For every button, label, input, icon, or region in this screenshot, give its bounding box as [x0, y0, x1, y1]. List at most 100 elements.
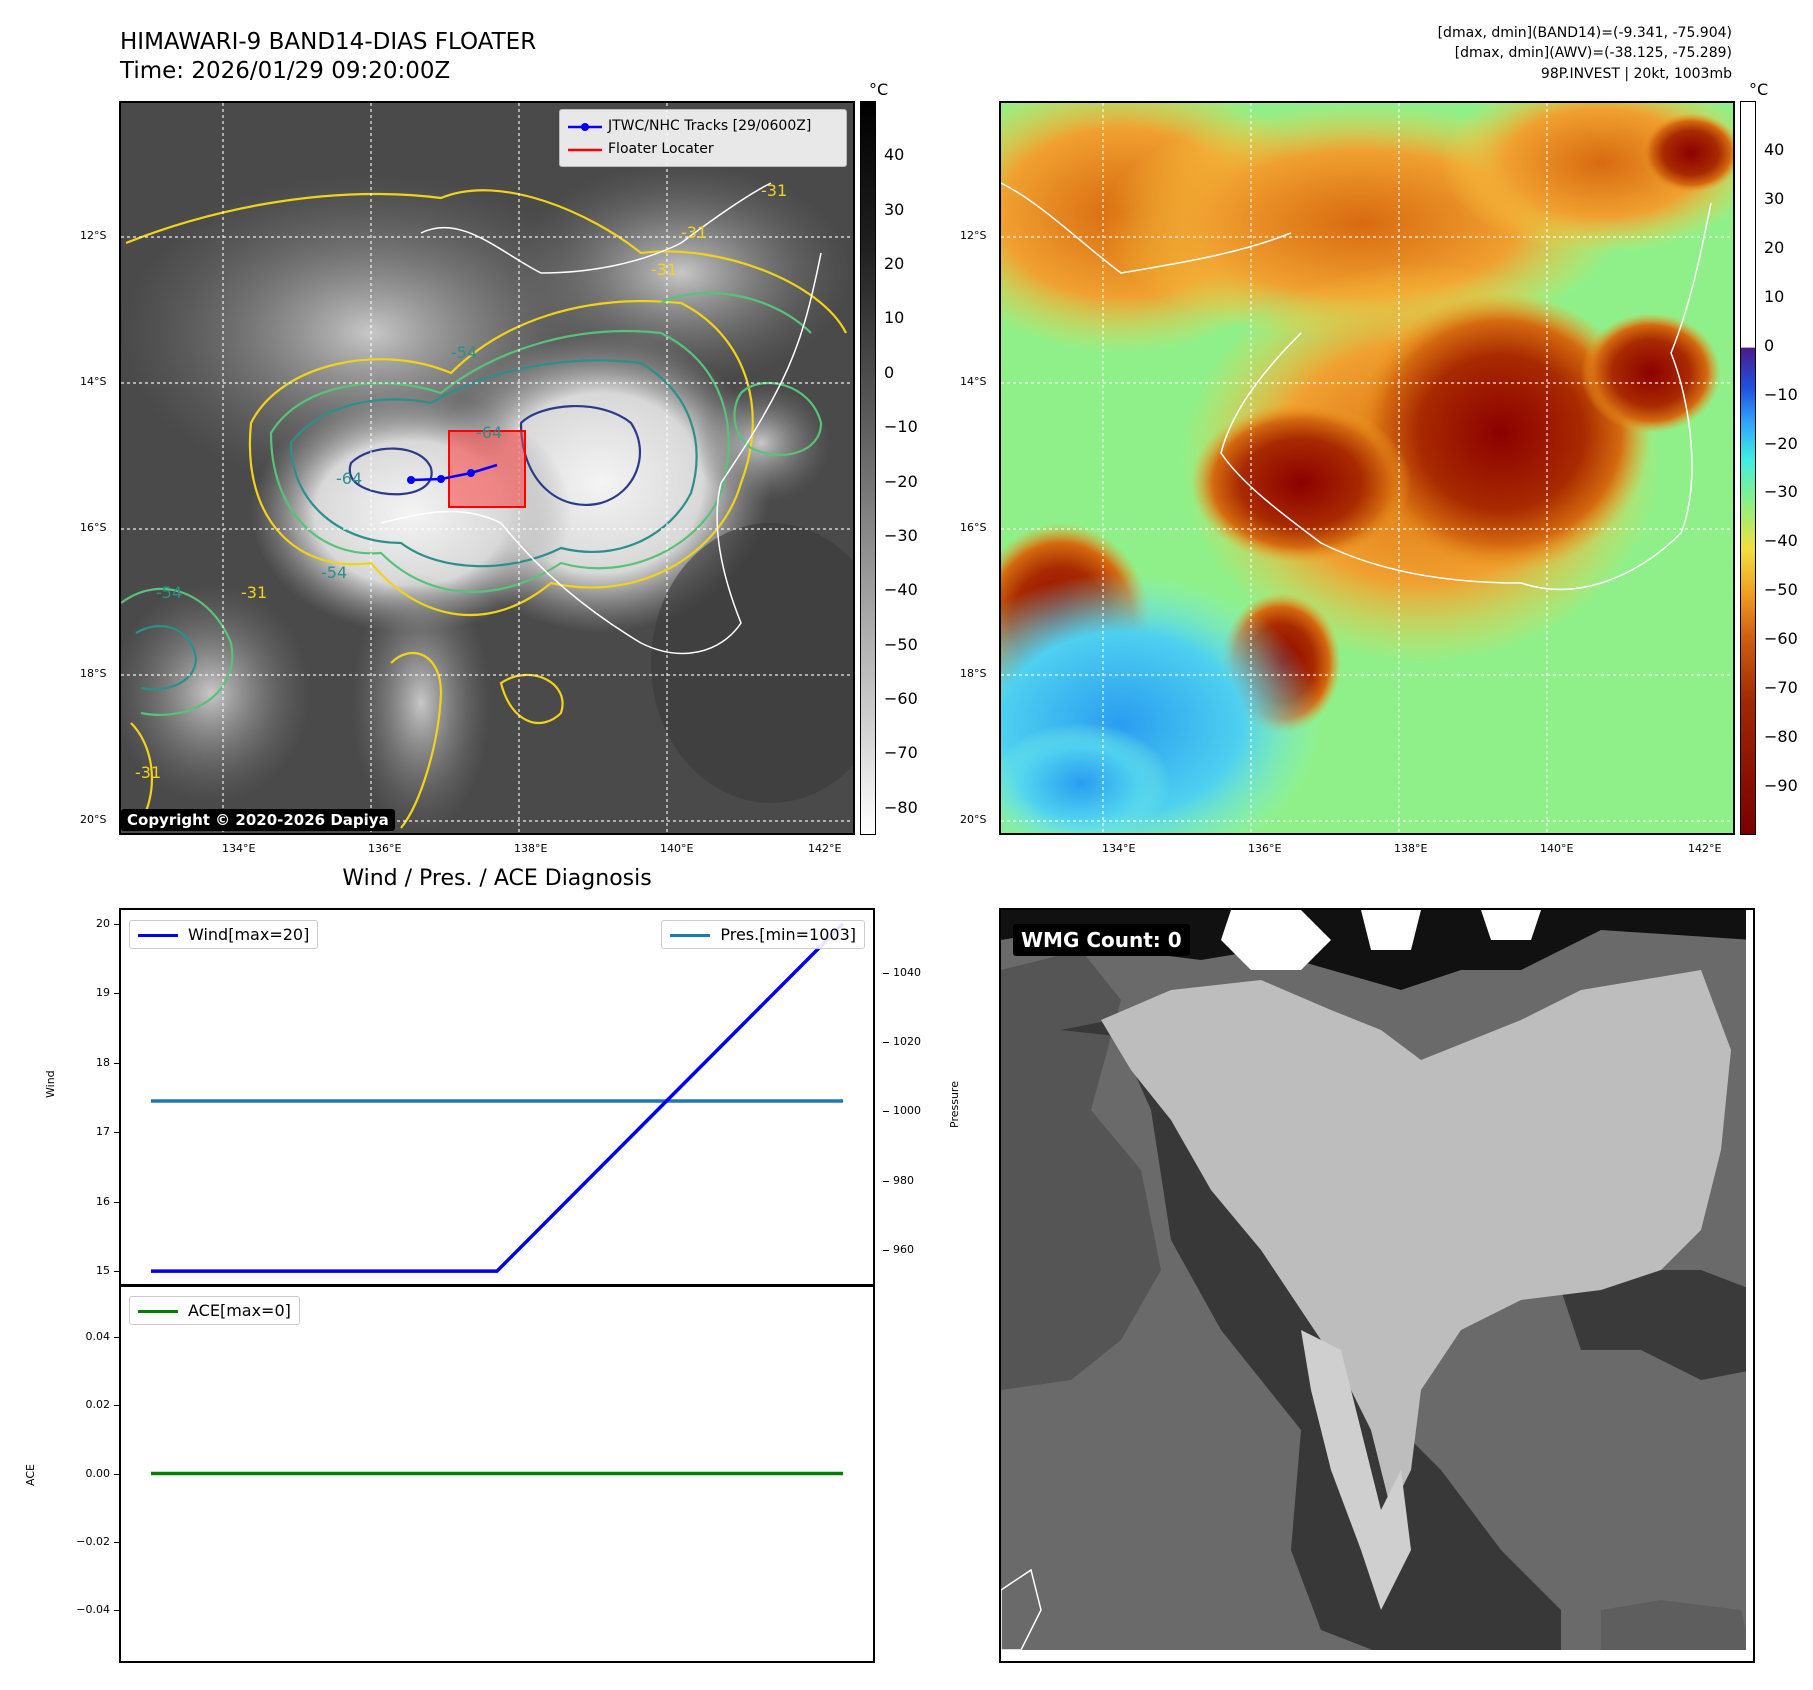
colorbar-tick: 30	[884, 199, 905, 219]
axis-tick: 19	[96, 986, 110, 1000]
axis-tick-mark	[883, 1250, 889, 1252]
diagnosis-title: Wind / Pres. / ACE Diagnosis	[342, 866, 652, 891]
contour-label: -31	[241, 583, 268, 602]
contour-label: -31	[681, 223, 708, 242]
lon-label: 142°E	[808, 842, 842, 855]
axis-tick: −0.04	[76, 1602, 110, 1616]
colorbar-tick: −30	[884, 525, 918, 545]
awv-map[interactable]	[999, 101, 1735, 835]
colorbar-tick: 20	[1764, 237, 1785, 257]
lon-label: 136°E	[368, 842, 402, 855]
axis-tick-mark	[114, 1337, 120, 1339]
map-legend: JTWC/NHC Tracks [29/0600Z] Floater Locat…	[559, 109, 847, 167]
colorbar-tick: 40	[884, 145, 905, 165]
axis-tick: 17	[96, 1125, 110, 1139]
colorbar-tick: −80	[884, 797, 918, 817]
colorbar-tick: 0	[1764, 335, 1775, 355]
contour-label: -64	[476, 423, 503, 442]
colorbar-tick: −10	[1764, 384, 1798, 404]
ace-legend: ACE[max=0]	[129, 1296, 300, 1325]
axis-tick: 1000	[893, 1104, 921, 1118]
axis-tick-mark	[114, 1609, 120, 1611]
axis-tick: 15	[96, 1264, 110, 1278]
contour-label: -54	[451, 343, 478, 362]
contour-label: -54	[321, 563, 348, 582]
info-block: [dmax, dmin](BAND14)=(-9.341, -75.904) […	[1100, 24, 1732, 88]
storm-info: 98P.INVEST | 20kt, 1003mb	[1540, 66, 1732, 82]
colorbar-tick: −60	[884, 689, 918, 709]
axis-tick-mark	[114, 1062, 120, 1064]
band14-map[interactable]: -31 -31 -31 -54 -64 -64 -54 -54 -31 -31 …	[119, 101, 855, 835]
wind-legend: Wind[max=20]	[129, 920, 319, 949]
colorbar-tick: 10	[884, 308, 905, 328]
chart-time: Time: 2026/01/29 09:20:00Z	[120, 58, 451, 84]
axis-tick-mark	[114, 1473, 120, 1475]
awv-range: [dmax, dmin](AWV)=(-38.125, -75.289)	[1454, 45, 1732, 61]
colorbar-tick: −20	[884, 471, 918, 491]
lat-label: 20°S	[80, 813, 107, 826]
pressure-legend: Pres.[min=1003]	[661, 920, 865, 949]
contour-label: -64	[336, 469, 363, 488]
axis-tick-mark	[883, 1180, 889, 1182]
axis-tick-mark	[114, 1201, 120, 1203]
axis-tick-mark	[114, 1541, 120, 1543]
wind-axis-label: Wind	[44, 1070, 57, 1098]
lon-label: 134°E	[1102, 842, 1136, 855]
lat-label: 12°S	[960, 229, 987, 242]
axis-tick-mark	[883, 1041, 889, 1043]
lon-label: 138°E	[514, 842, 548, 855]
axis-tick-mark	[114, 1405, 120, 1407]
colorbar-tick: 10	[1764, 286, 1785, 306]
axis-tick: 0.02	[85, 1398, 111, 1412]
lon-label: 136°E	[1248, 842, 1282, 855]
axis-tick-mark	[114, 923, 120, 925]
wmg-panel[interactable]: WMG Count: 0	[999, 908, 1755, 1663]
axis-tick-mark	[114, 1271, 120, 1273]
floater-box	[448, 430, 526, 508]
axis-tick-mark	[883, 972, 889, 974]
pressure-legend-label: Pres.[min=1003]	[720, 925, 856, 944]
axis-tick-mark	[114, 993, 120, 995]
colorbar-tick: −70	[1764, 678, 1798, 698]
lon-label: 140°E	[1540, 842, 1574, 855]
colorbar-right	[1740, 101, 1756, 835]
lat-label: 20°S	[960, 813, 987, 826]
axis-tick: 18	[96, 1055, 110, 1069]
contour-label: -31	[761, 181, 788, 200]
colorbar-tick: −10	[884, 417, 918, 437]
axis-tick: 0.04	[85, 1330, 111, 1344]
wind-pressure-panel: Wind[max=20] Pres.[min=1003]	[119, 908, 875, 1287]
colorbar-left	[860, 101, 876, 835]
legend-floater: Floater Locater	[608, 141, 714, 157]
colorbar-tick: 40	[1764, 139, 1785, 159]
colorbar-tick: 20	[884, 254, 905, 274]
wind-legend-label: Wind[max=20]	[188, 925, 310, 944]
band14-range: [dmax, dmin](BAND14)=(-9.341, -75.904)	[1437, 25, 1732, 41]
axis-tick-mark	[883, 1111, 889, 1113]
axis-tick: 1020	[893, 1034, 921, 1048]
wind-line	[151, 922, 845, 1273]
ace-legend-label: ACE[max=0]	[188, 1301, 291, 1320]
colorbar-tick: −90	[1764, 776, 1798, 796]
colorbar-tick: −50	[884, 634, 918, 654]
wmg-count-badge: WMG Count: 0	[1013, 924, 1190, 956]
colorbar-tick: −50	[1764, 580, 1798, 600]
colorbar-tick: −40	[884, 580, 918, 600]
axis-tick-mark	[114, 1132, 120, 1134]
contour-label: -31	[135, 763, 162, 782]
colorbar-tick: 30	[1764, 188, 1785, 208]
colorbar-tick: 0	[884, 362, 895, 382]
contour-label: -31	[651, 260, 678, 279]
axis-tick: 16	[96, 1194, 110, 1208]
lon-label: 138°E	[1394, 842, 1428, 855]
lon-label: 134°E	[222, 842, 256, 855]
axis-tick: 0.00	[85, 1466, 111, 1480]
lon-label: 142°E	[1688, 842, 1722, 855]
axis-tick: 1040	[893, 965, 921, 979]
colorbar-tick: −20	[1764, 433, 1798, 453]
axis-tick: 20	[96, 916, 110, 930]
ace-panel: ACE[max=0]	[119, 1284, 875, 1663]
axis-tick: −0.02	[76, 1534, 110, 1548]
chart-title: HIMAWARI-9 BAND14-DIAS FLOATER	[120, 29, 537, 55]
lon-label: 140°E	[660, 842, 694, 855]
